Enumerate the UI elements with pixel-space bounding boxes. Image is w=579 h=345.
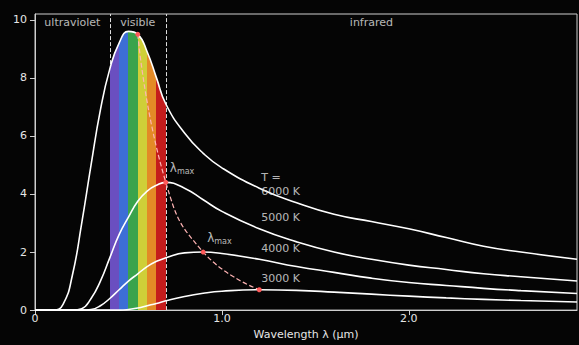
svg-text:0: 0 <box>20 304 27 317</box>
svg-text:1.0: 1.0 <box>213 312 231 325</box>
svg-text:2.0: 2.0 <box>400 312 418 325</box>
svg-text:4: 4 <box>20 187 27 200</box>
svg-text:visible: visible <box>120 16 155 29</box>
svg-text:6000 K: 6000 K <box>261 185 300 198</box>
svg-text:5000 K: 5000 K <box>261 211 300 224</box>
svg-text:ultraviolet: ultraviolet <box>44 16 101 29</box>
svg-text:0: 0 <box>32 312 39 325</box>
svg-text:λ: λ <box>207 231 214 245</box>
svg-text:10: 10 <box>13 13 27 26</box>
svg-text:2: 2 <box>20 246 27 259</box>
svg-text:max: max <box>177 167 195 176</box>
svg-text:max: max <box>214 237 232 246</box>
svg-text:8: 8 <box>20 71 27 84</box>
svg-text:6: 6 <box>20 129 27 142</box>
svg-text:3000 K: 3000 K <box>261 272 300 285</box>
svg-text:T =: T = <box>260 171 280 184</box>
svg-text:Wavelength λ (μm): Wavelength λ (μm) <box>253 328 358 341</box>
svg-text:infrared: infrared <box>350 16 393 29</box>
svg-text:λ: λ <box>170 161 177 175</box>
svg-text:4000 K: 4000 K <box>261 242 300 255</box>
